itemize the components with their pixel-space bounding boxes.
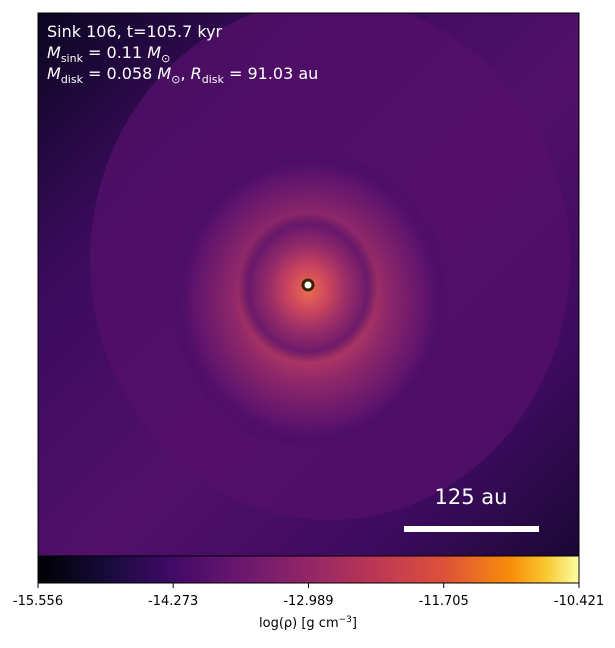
tick-label: -14.273 [148, 594, 198, 609]
symbol: M [47, 43, 61, 62]
value: = 0.058 [83, 64, 157, 83]
colorbar-label: log(ρ) [g cm−3] [259, 615, 357, 631]
unit: M [147, 43, 161, 62]
symbol: R [191, 64, 202, 83]
subscript: disk [202, 73, 225, 86]
annotation-line: Mdisk = 0.058 M⊙, Rdisk = 91.03 au [47, 64, 318, 86]
value: = 0.11 [83, 43, 147, 62]
subscript: sink [61, 52, 84, 65]
tick-label: -10.421 [554, 594, 604, 609]
subscript: ⊙ [161, 52, 170, 65]
unit: M [157, 64, 171, 83]
tick-label: -15.556 [13, 594, 63, 609]
scale-bar [404, 526, 539, 532]
subscript: ⊙ [171, 73, 180, 86]
annotation-line: Sink 106, t=105.7 kyr [47, 22, 223, 41]
sink-marker [301, 278, 315, 292]
colorbar [37, 555, 580, 584]
annotation: Sink 106, t=105.7 kyr Msink = 0.11 M⊙ Md… [47, 22, 318, 86]
subscript: disk [61, 73, 84, 86]
separator: , [180, 64, 190, 83]
density-image [38, 13, 579, 556]
label-text: log(ρ) [g cm [259, 616, 339, 631]
value: = 91.03 au [224, 64, 318, 83]
symbol: M [47, 64, 61, 83]
superscript: −3 [339, 615, 352, 625]
tick-label: -11.705 [419, 594, 469, 609]
colorbar-ticks: -15.556 -14.273 -12.989 -11.705 -10.421 [13, 583, 604, 609]
label-text: ] [352, 616, 357, 631]
scale-bar-label: 125 au [435, 485, 508, 509]
tick-label: -12.989 [283, 594, 333, 609]
annotation-line: Msink = 0.11 M⊙ [47, 43, 170, 65]
